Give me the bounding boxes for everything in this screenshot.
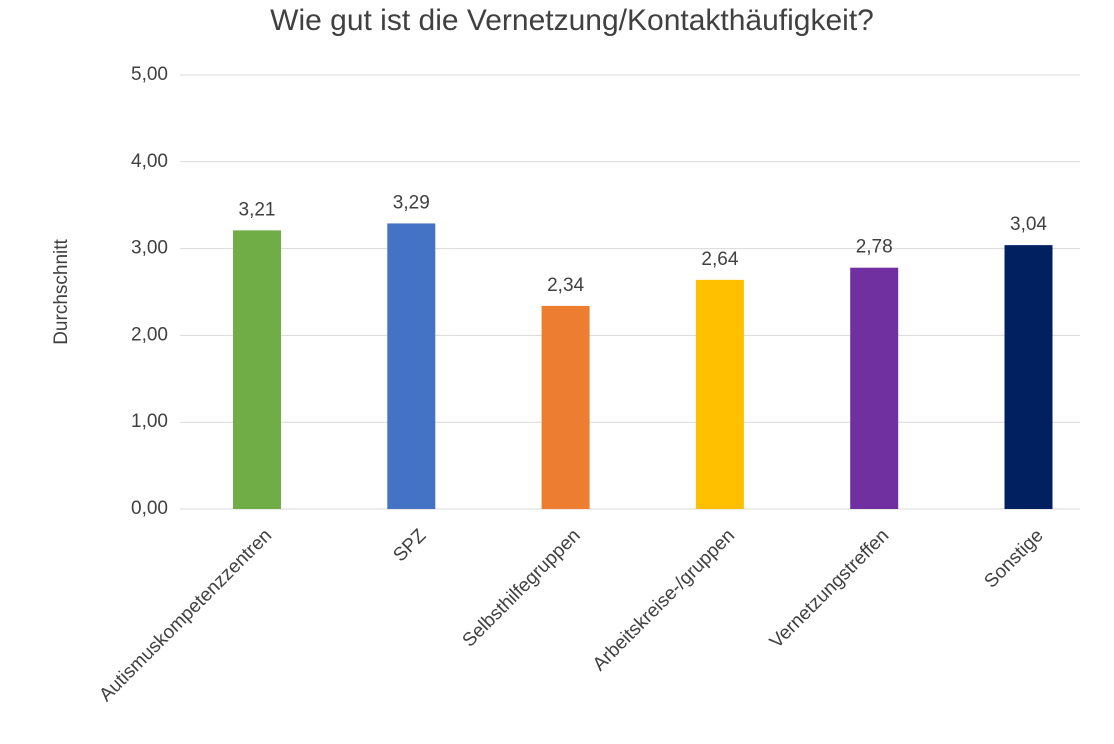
- y-tick-label: 4,00: [131, 151, 168, 172]
- data-label: 3,29: [393, 192, 430, 213]
- bar: [695, 279, 744, 509]
- y-tick-label: 5,00: [131, 64, 168, 85]
- bar: [233, 230, 281, 509]
- chart-title: Wie gut ist die Vernetzung/Kontakthäufig…: [270, 4, 874, 37]
- bar: [541, 305, 590, 509]
- y-tick-label: 3,00: [131, 238, 168, 259]
- bar: [387, 223, 436, 510]
- x-tick-label: Sonstige: [980, 525, 1047, 592]
- data-label: 2,34: [547, 275, 584, 296]
- x-tick-label: Selbsthilfegruppen: [459, 525, 585, 651]
- data-label: 2,78: [856, 237, 893, 258]
- bar: [850, 267, 899, 509]
- x-tick-label: Arbeitskreise-/gruppen: [589, 525, 739, 675]
- data-label: 3,21: [239, 199, 276, 220]
- x-tick-label: SPZ: [389, 525, 430, 566]
- y-tick-label: 2,00: [131, 324, 168, 345]
- y-tick-label: 0,00: [131, 498, 168, 519]
- x-tick-label: Vernetzungstreffen: [766, 525, 893, 652]
- y-axis-label: Durchschnitt: [51, 238, 72, 344]
- y-tick-label: 1,00: [131, 411, 168, 432]
- data-label: 2,64: [701, 249, 738, 270]
- data-label: 3,04: [1010, 214, 1047, 235]
- x-tick-label: Autismuskompetenzzentren: [95, 525, 276, 706]
- bar: [1004, 245, 1053, 510]
